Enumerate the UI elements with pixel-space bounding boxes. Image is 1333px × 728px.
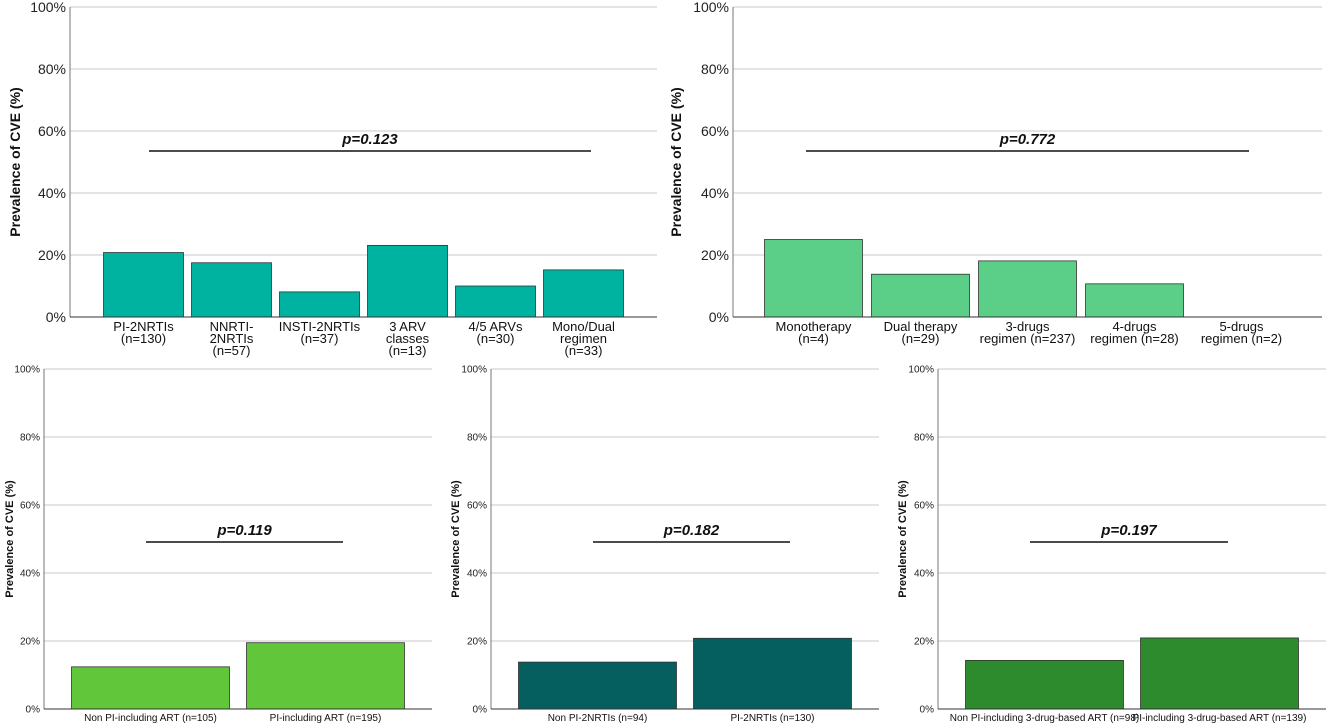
x-category-label: 2NRTIs <box>210 331 254 346</box>
chart-panel-4: 0% 20% 40% 60% 80% 100% Prevalence of CVE (%) N… <box>450 365 879 724</box>
chart-panel-1: 0% 20% 40% 60% 80% 100% Prevalence of CVE (%) P… <box>7 0 657 358</box>
x-category-label: 3-drugs <box>1005 319 1050 334</box>
x-category-label: 5-drugs <box>1219 319 1264 334</box>
y-tick-label: 80% <box>38 61 66 77</box>
x-category-label: INSTI-2NRTIs <box>279 319 361 334</box>
bar <box>965 659 1124 710</box>
y-axis-label: Prevalence of CVE (%) <box>668 87 684 236</box>
x-category-label: Mono/Dual <box>552 319 615 334</box>
x-category-label: Non PI-including ART (n=105) <box>84 713 217 724</box>
y-tick-label: 60% <box>701 123 729 139</box>
y-tick-label: 40% <box>914 569 934 580</box>
x-category-label: classes <box>386 331 430 346</box>
bar <box>1085 283 1184 318</box>
p-value-label: p=0.197 <box>1100 522 1157 539</box>
x-category-label: regimen (n=2) <box>1201 331 1282 346</box>
p-value-label: p=0.123 <box>341 131 398 148</box>
bar <box>246 642 405 710</box>
x-category-label: regimen (n=28) <box>1090 331 1179 346</box>
x-category-label: 4-drugs <box>1112 319 1157 334</box>
x-category-label: Non PI-2NRTIs (n=94) <box>548 713 648 724</box>
p-value-label: p=0.772 <box>999 131 1056 148</box>
y-tick-label: 80% <box>701 61 729 77</box>
y-tick-label: 60% <box>914 501 934 512</box>
bar <box>279 291 360 318</box>
x-category-label: (n=33) <box>565 343 603 358</box>
y-tick-label: 40% <box>701 185 729 201</box>
y-tick-label: 20% <box>701 247 729 263</box>
p-value-label: p=0.119 <box>216 522 272 539</box>
y-tick-label: 20% <box>38 247 66 263</box>
x-category-label: PI-including ART (n=195) <box>270 713 382 724</box>
y-axis-label: Prevalence of CVE (%) <box>4 480 16 598</box>
x-category-label: (n=37) <box>301 331 339 346</box>
bar <box>978 260 1077 318</box>
y-axis-label: Prevalence of CVE (%) <box>450 480 462 598</box>
y-tick-label: 60% <box>20 501 40 512</box>
x-category-label: PI-including 3-drug-based ART (n=139) <box>1133 713 1307 724</box>
x-category-label: regimen <box>560 331 607 346</box>
y-tick-label: 0% <box>709 309 729 325</box>
y-tick-label: 0% <box>473 705 488 716</box>
bar <box>71 666 230 710</box>
y-tick-label: 80% <box>467 433 487 444</box>
bar <box>455 285 536 318</box>
chart-panel-2: 0% 20% 40% 60% 80% 100% Prevalence of CVE (%) M… <box>668 0 1322 346</box>
y-tick-label: 100% <box>30 0 66 15</box>
y-tick-label: 80% <box>914 433 934 444</box>
x-category-label: PI-2NRTIs (n=130) <box>730 713 814 724</box>
chart-panel-3: 0% 20% 40% 60% 80% 100% Prevalence of CVE (%) N… <box>4 365 432 724</box>
y-tick-label: 40% <box>467 569 487 580</box>
y-tick-label: 60% <box>38 123 66 139</box>
y-tick-label: 60% <box>467 501 487 512</box>
x-category-label: (n=13) <box>389 343 427 358</box>
y-tick-label: 0% <box>26 705 41 716</box>
x-category-label: (n=30) <box>477 331 515 346</box>
y-tick-label: 40% <box>38 185 66 201</box>
x-category-label: (n=57) <box>213 343 251 358</box>
x-category-label: NNRTI- <box>210 319 254 334</box>
y-tick-label: 100% <box>461 365 487 376</box>
bar <box>518 661 677 710</box>
bar <box>191 262 272 318</box>
bar <box>367 244 448 318</box>
x-category-label: Dual therapy <box>884 319 958 334</box>
x-category-label: 3 ARV <box>389 319 426 334</box>
x-category-label: Monotherapy <box>776 319 852 334</box>
y-tick-label: 20% <box>914 637 934 648</box>
y-tick-label: 0% <box>46 309 66 325</box>
bar <box>1140 637 1299 710</box>
x-category-label: Non PI-including 3-drug-based ART (n=98) <box>950 713 1139 724</box>
y-tick-label: 20% <box>467 637 487 648</box>
y-axis-label: Prevalence of CVE (%) <box>7 87 23 236</box>
x-category-label: 4/5 ARVs <box>469 319 523 334</box>
y-tick-label: 100% <box>693 0 729 15</box>
y-tick-label: 80% <box>20 433 40 444</box>
p-value-label: p=0.182 <box>663 522 720 539</box>
x-category-label: (n=130) <box>121 331 166 346</box>
y-tick-label: 100% <box>14 365 40 376</box>
x-category-label: (n=4) <box>798 331 829 346</box>
x-category-label: (n=29) <box>902 331 940 346</box>
chart-panel-5: 0% 20% 40% 60% 80% 100% Prevalence of CVE (%) N… <box>897 365 1326 724</box>
x-category-label: PI-2NRTIs <box>113 319 174 334</box>
bar <box>693 637 852 710</box>
bar <box>871 273 970 318</box>
y-tick-label: 20% <box>20 637 40 648</box>
y-tick-label: 100% <box>908 365 934 376</box>
x-category-label: regimen (n=237) <box>980 331 1076 346</box>
y-axis-label: Prevalence of CVE (%) <box>897 480 909 598</box>
bar <box>764 239 863 318</box>
bar <box>543 269 624 318</box>
bar <box>103 252 184 318</box>
y-tick-label: 40% <box>20 569 40 580</box>
y-tick-label: 0% <box>920 705 935 716</box>
